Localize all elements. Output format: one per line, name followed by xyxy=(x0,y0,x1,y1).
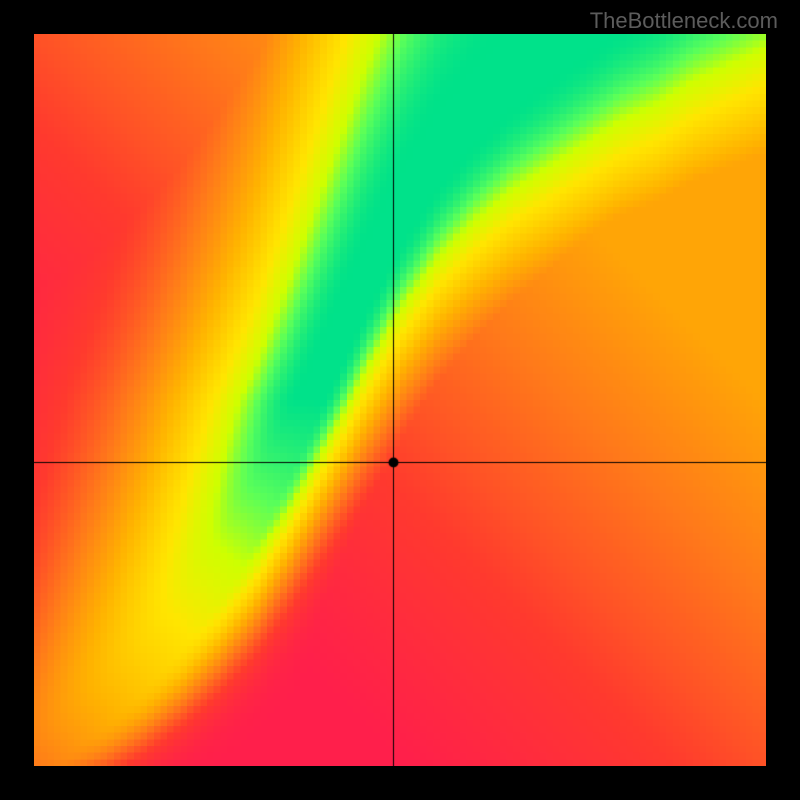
watermark-text: TheBottleneck.com xyxy=(590,8,778,34)
chart-container: TheBottleneck.com xyxy=(0,0,800,800)
overlay-canvas xyxy=(34,34,766,766)
